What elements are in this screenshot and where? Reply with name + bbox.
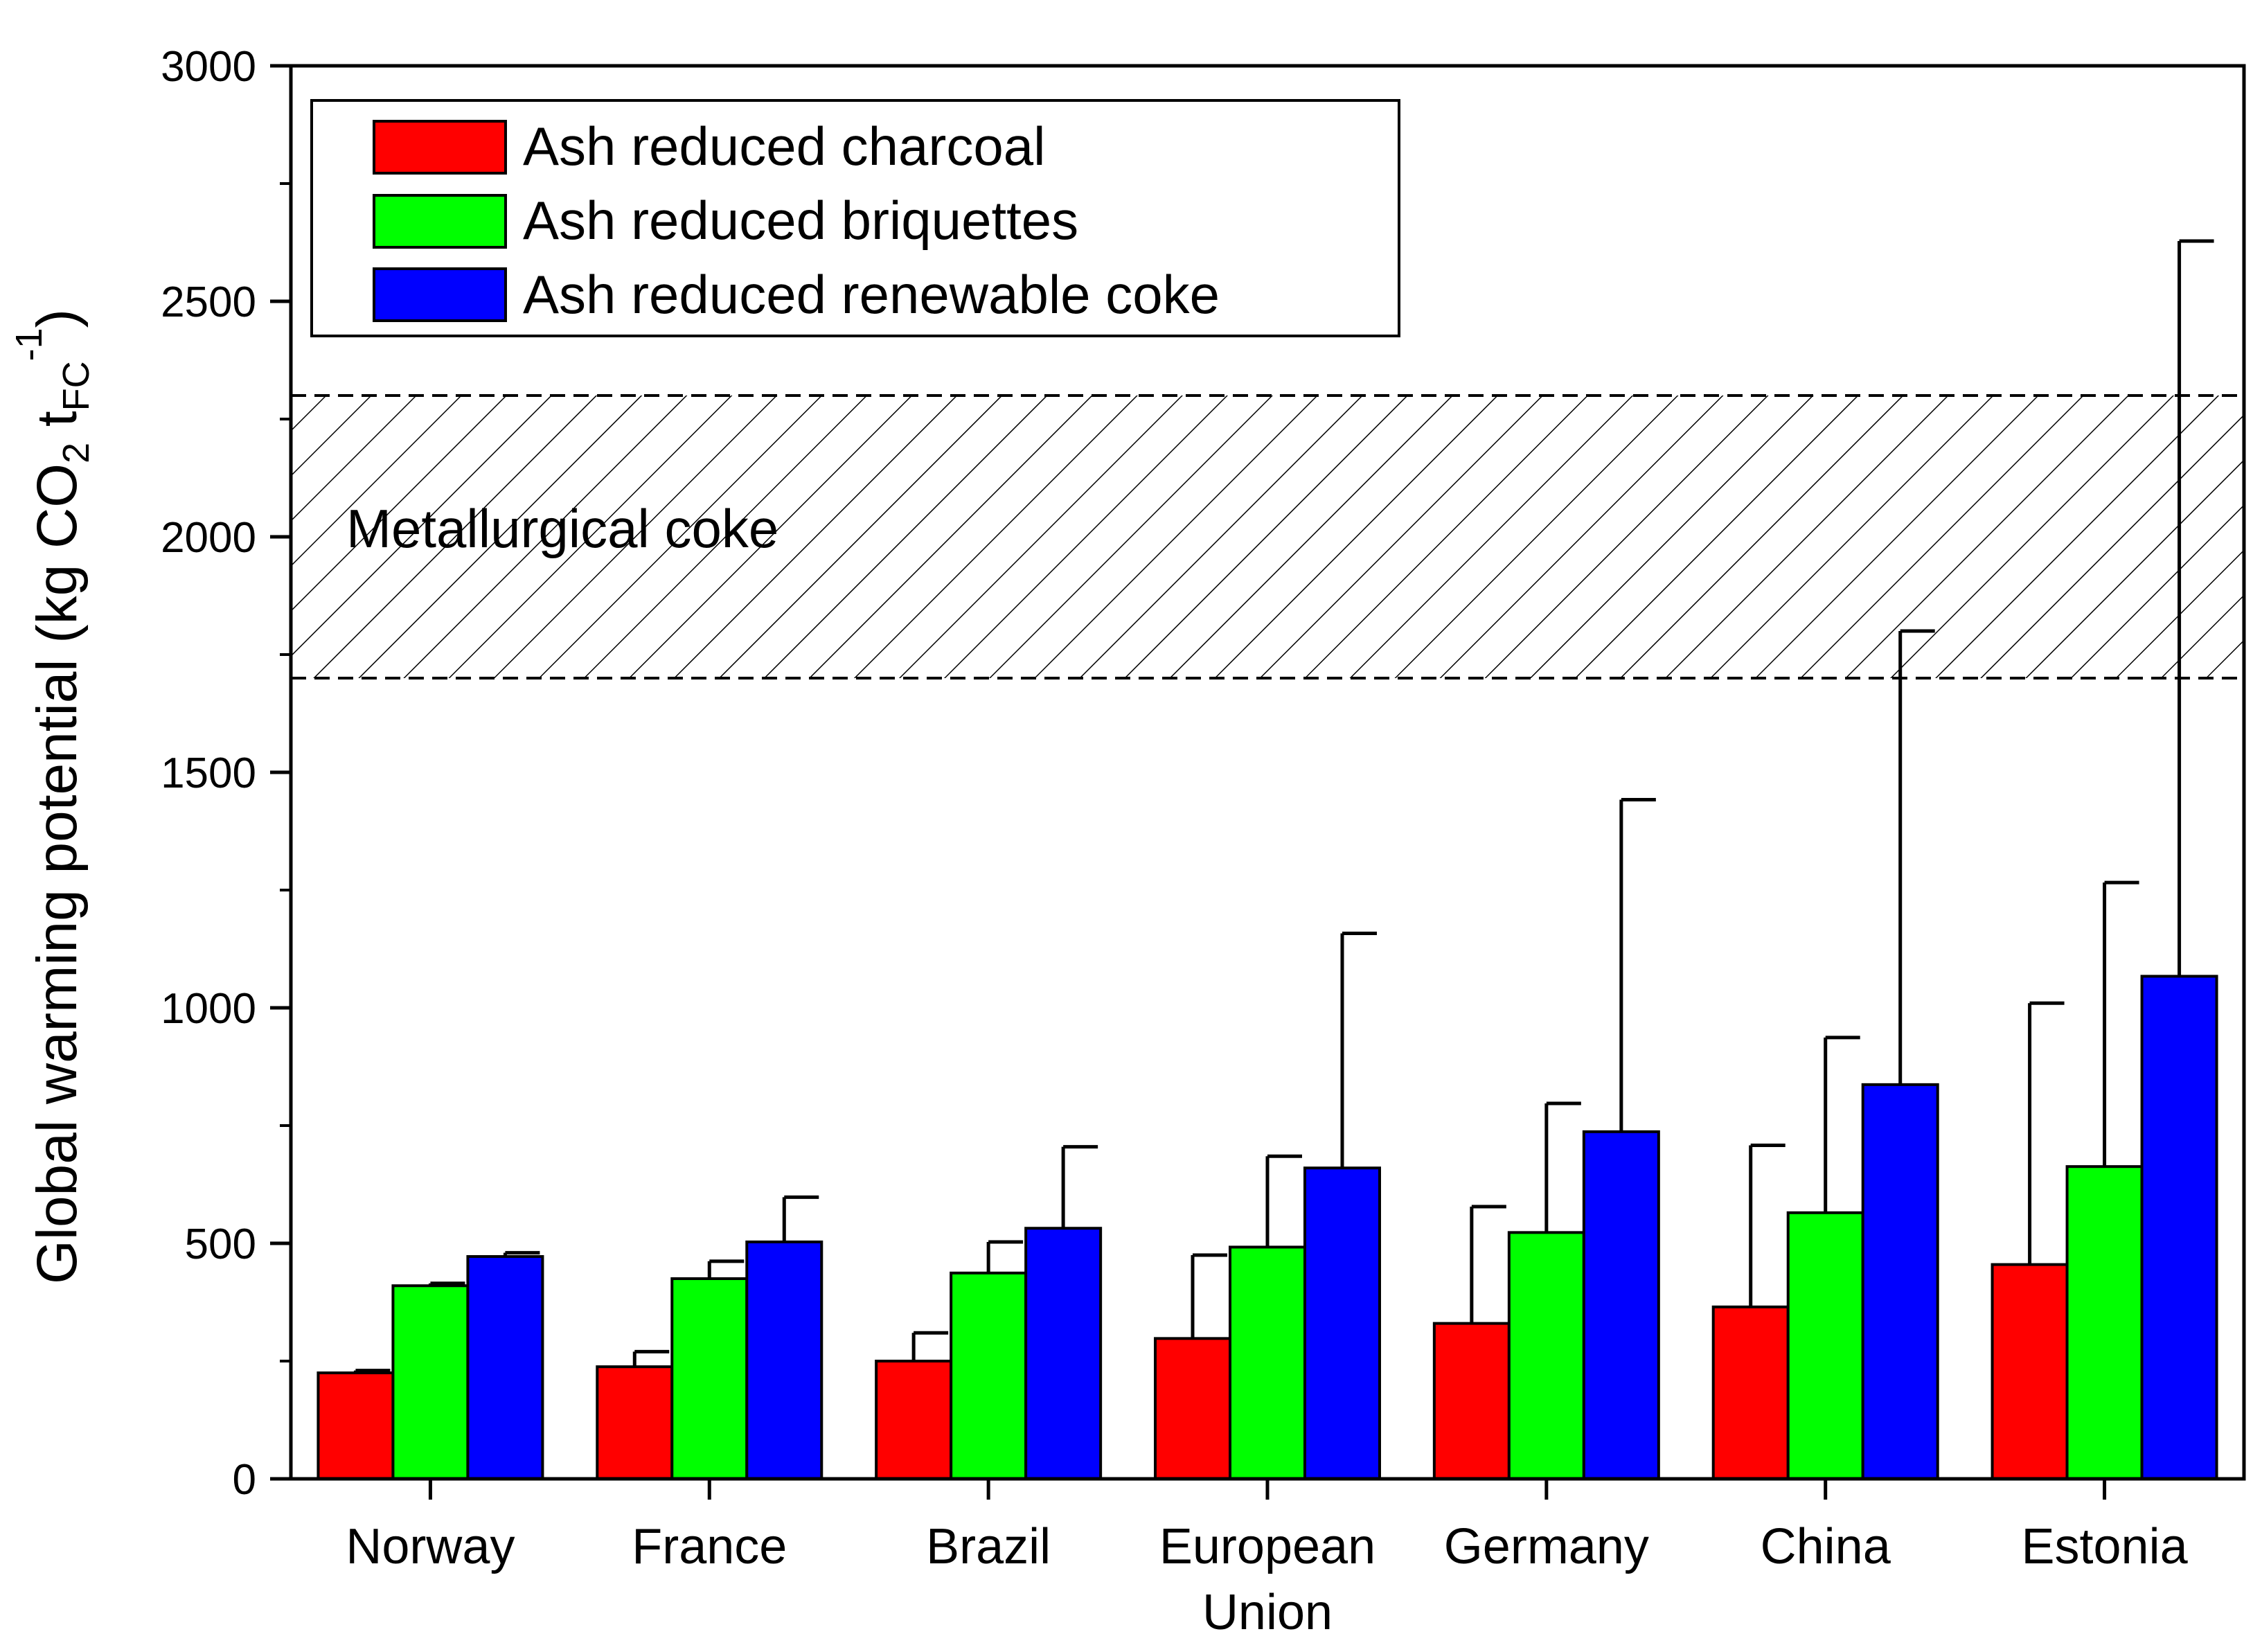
bar-estonia-series-2 (2140, 975, 2218, 1480)
legend-swatch-charcoal (373, 120, 507, 175)
bar-brazil-series-0 (875, 1360, 953, 1480)
bars (317, 975, 2218, 1481)
y-tick-label: 0 (233, 1456, 256, 1504)
legend: Ash reduced charcoal Ash reduced briquet… (310, 99, 1400, 337)
y-axis: 0 500 1000 1500 2000 2500 3000 (161, 43, 291, 1504)
y-tick-label: 1500 (161, 749, 256, 797)
x-tick-label: European (1159, 1519, 1375, 1574)
x-axis: Norway France Brazil European Union Germany Ch… (346, 1479, 2189, 1640)
y-axis-title-main: Global warming potential (kg CO (26, 463, 89, 1284)
legend-label-renewable-coke: Ash reduced renewable coke (523, 264, 1220, 325)
y-axis-title-t-sup: -1 (8, 328, 50, 361)
bar-china-series-2 (1861, 1083, 1939, 1480)
y-tick-label: 2000 (161, 514, 256, 562)
bar-european-union-series-2 (1303, 1166, 1381, 1480)
bar-european-union-series-1 (1229, 1245, 1306, 1480)
bar-france-series-1 (670, 1277, 749, 1480)
y-axis-title-t: t (26, 411, 89, 443)
bar-germany-series-0 (1432, 1322, 1511, 1480)
y-tick-label: 3000 (161, 43, 256, 91)
x-tick-label: Norway (346, 1519, 515, 1574)
y-axis-title-t-sub: FC (55, 361, 97, 411)
x-tick-label: Germany (1444, 1519, 1649, 1574)
legend-label-charcoal: Ash reduced charcoal (523, 116, 1045, 177)
bar-estonia-series-0 (1991, 1263, 2069, 1480)
bar-china-series-0 (1711, 1305, 1790, 1481)
bar-brazil-series-1 (950, 1271, 1028, 1480)
bar-germany-series-1 (1507, 1231, 1585, 1480)
bar-france-series-2 (745, 1240, 823, 1480)
bar-norway-series-1 (391, 1284, 470, 1480)
error-bars (353, 239, 2214, 1373)
reference-band-label: Metallurgical coke (346, 498, 778, 559)
y-axis-title-close: ) (26, 309, 89, 328)
bar-norway-series-2 (466, 1255, 544, 1481)
bar-germany-series-2 (1582, 1130, 1660, 1480)
legend-swatch-briquettes (373, 194, 507, 249)
x-tick-label: Brazil (926, 1519, 1051, 1574)
bar-estonia-series-1 (2065, 1165, 2144, 1481)
bar-france-series-0 (596, 1365, 674, 1481)
y-axis-title: Global warming potential (kg CO2 tFC-1) (8, 309, 97, 1284)
bar-norway-series-0 (317, 1371, 395, 1480)
bar-european-union-series-0 (1154, 1337, 1231, 1480)
x-tick-label: China (1761, 1519, 1891, 1574)
bar-brazil-series-2 (1024, 1227, 1103, 1480)
x-tick-label: Union (1202, 1585, 1333, 1640)
x-tick-label: Estonia (2021, 1519, 2188, 1574)
x-tick-label: France (632, 1519, 787, 1574)
y-axis-title-co2-sub: 2 (55, 443, 97, 463)
y-tick-label: 2500 (161, 278, 256, 326)
legend-label-briquettes: Ash reduced briquettes (523, 190, 1078, 251)
y-tick-label: 500 (185, 1220, 256, 1268)
legend-swatch-renewable-coke (373, 267, 507, 322)
bar-china-series-1 (1786, 1211, 1864, 1481)
y-tick-label: 1000 (161, 985, 256, 1033)
